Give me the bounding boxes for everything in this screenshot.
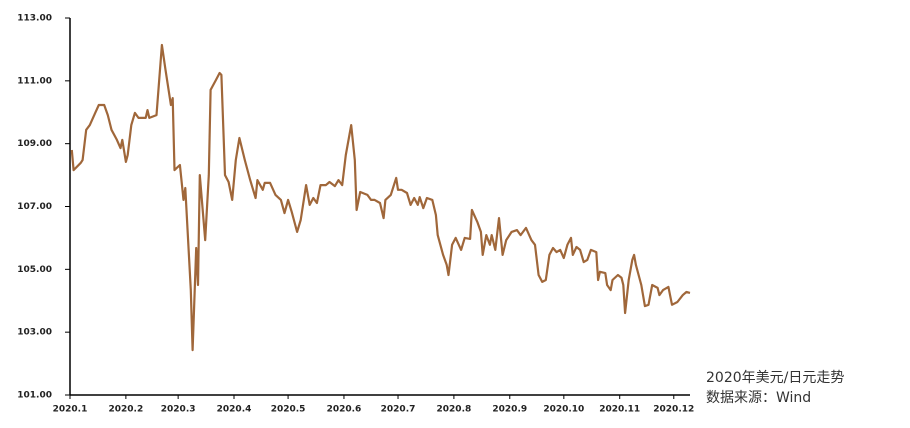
x-tick-label: 2020.2: [109, 405, 144, 415]
y-tick-label: 109.00: [17, 139, 52, 149]
x-tick-label: 2020.12: [653, 405, 694, 415]
y-tick-label: 111.00: [17, 76, 52, 86]
line: [70, 43, 691, 352]
x-tick-label: 2020.1: [53, 405, 88, 415]
x-tick-label: 2020.9: [492, 405, 527, 415]
x-tick-label: 2020.8: [437, 405, 472, 415]
annotation: 2020年美元/日元走势: [706, 370, 844, 386]
annotation: 数据来源：Wind: [706, 390, 811, 406]
x-tick-label: 2020.7: [381, 405, 416, 415]
x-tick-label: 2020.10: [543, 405, 584, 415]
x-tick-label: 2020.6: [327, 405, 362, 415]
y-tick-label: 103.00: [17, 328, 52, 338]
x-tick-label: 2020.5: [271, 405, 306, 415]
y-tick-label: 107.00: [17, 202, 52, 212]
y-tick-label: 101.00: [17, 391, 52, 401]
x-tick-label: 2020.11: [599, 405, 640, 415]
y-tick-label: 113.00: [17, 14, 52, 24]
x-tick-label: 2020.4: [217, 405, 252, 415]
y-tick-label: 105.00: [17, 265, 52, 275]
x-tick-label: 2020.3: [161, 405, 196, 415]
